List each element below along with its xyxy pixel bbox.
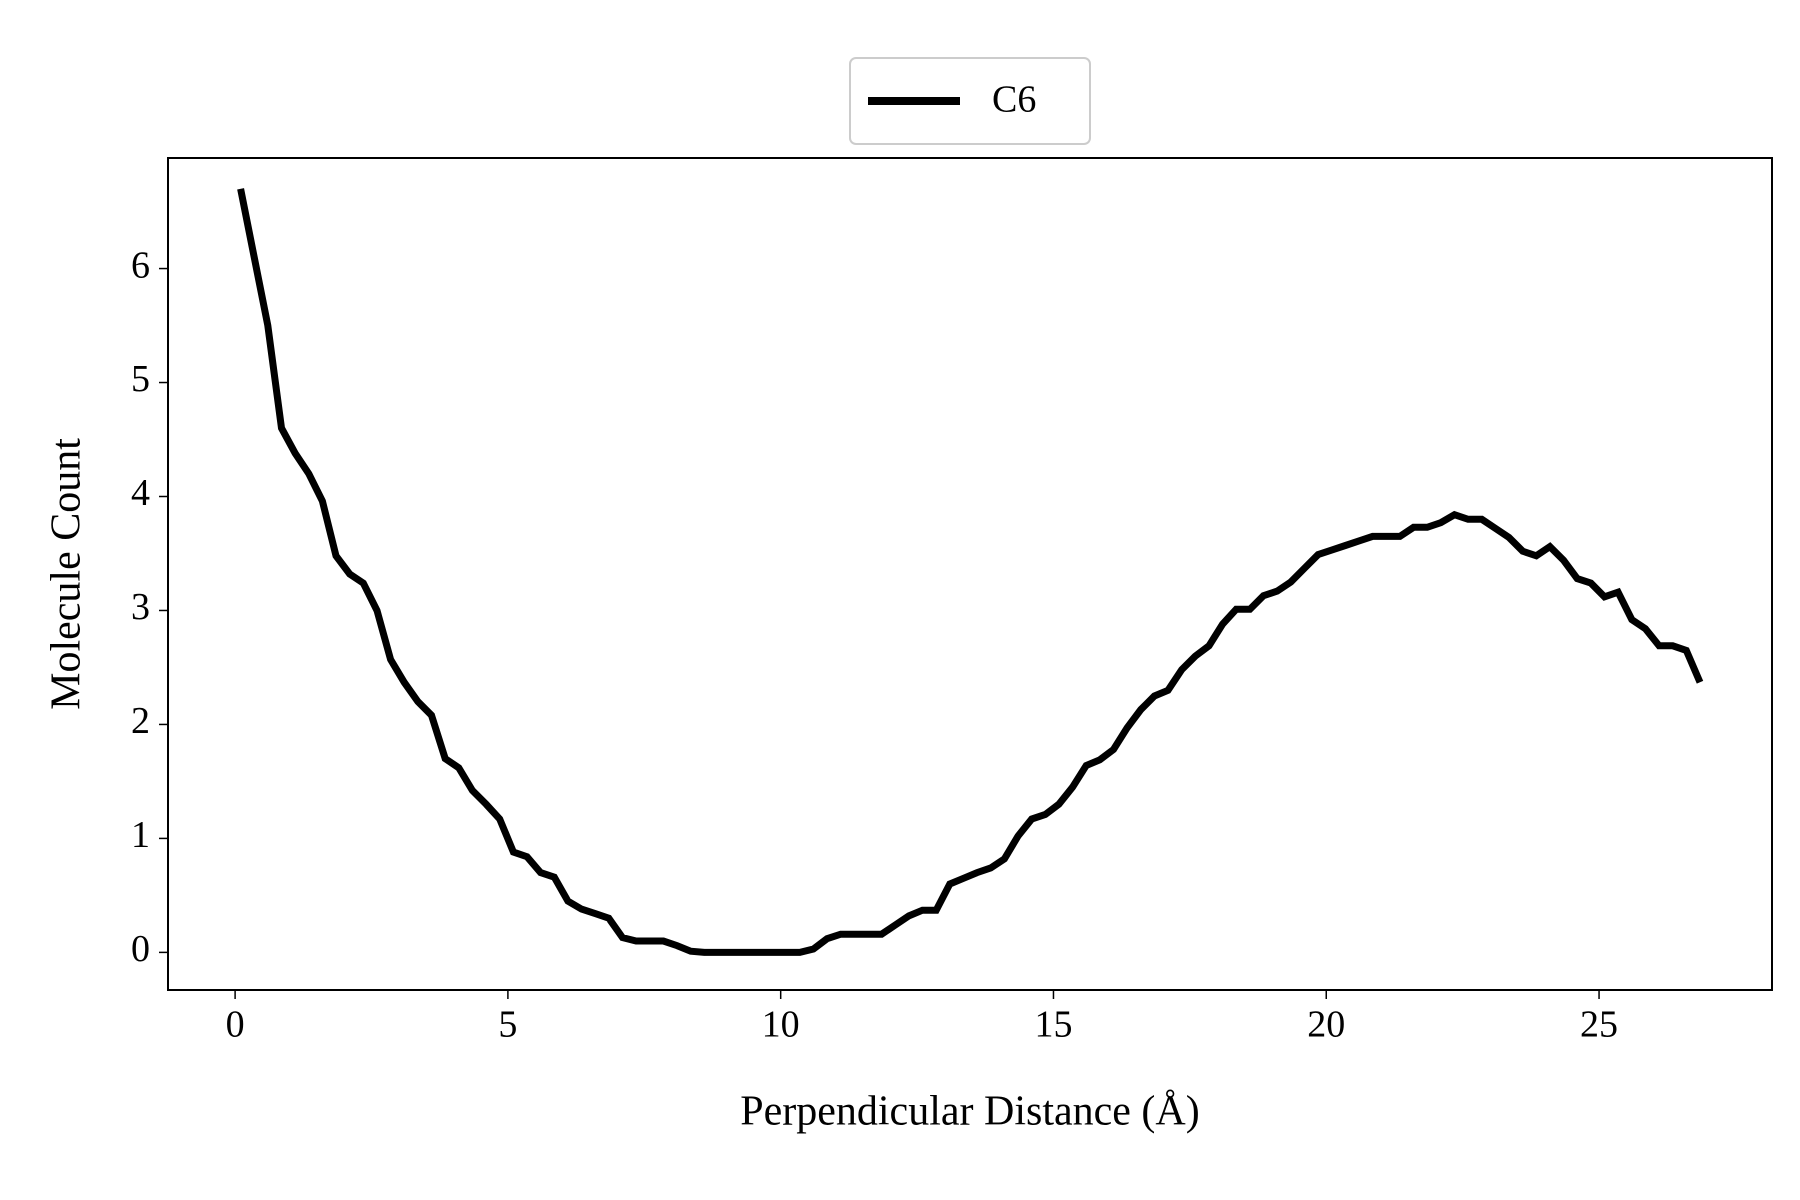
y-tick-label: 0 [131,928,150,970]
x-tick-label: 15 [1034,1004,1072,1046]
legend-label: C6 [992,79,1036,121]
line [237,188,1704,956]
y-axis-label: Molecule Count [44,438,90,710]
y-tick-label: 2 [131,700,150,742]
y-tick-label: 6 [131,244,150,286]
y-tick-label: 1 [131,814,150,856]
x-axis-label: Perpendicular Distance (Å) [740,1089,1199,1135]
y-tick-label: 3 [131,586,150,628]
y-tick-label: 4 [131,472,150,514]
x-tick-label: 5 [498,1004,517,1046]
x-tick-label: 10 [762,1004,800,1046]
y-tick-label: 5 [131,358,150,400]
x-tick-label: 0 [226,1004,245,1046]
x-tick-label: 25 [1580,1004,1618,1046]
plot-frame [167,157,1773,991]
x-tick-label: 20 [1307,1004,1345,1046]
legend-box [849,57,1091,145]
